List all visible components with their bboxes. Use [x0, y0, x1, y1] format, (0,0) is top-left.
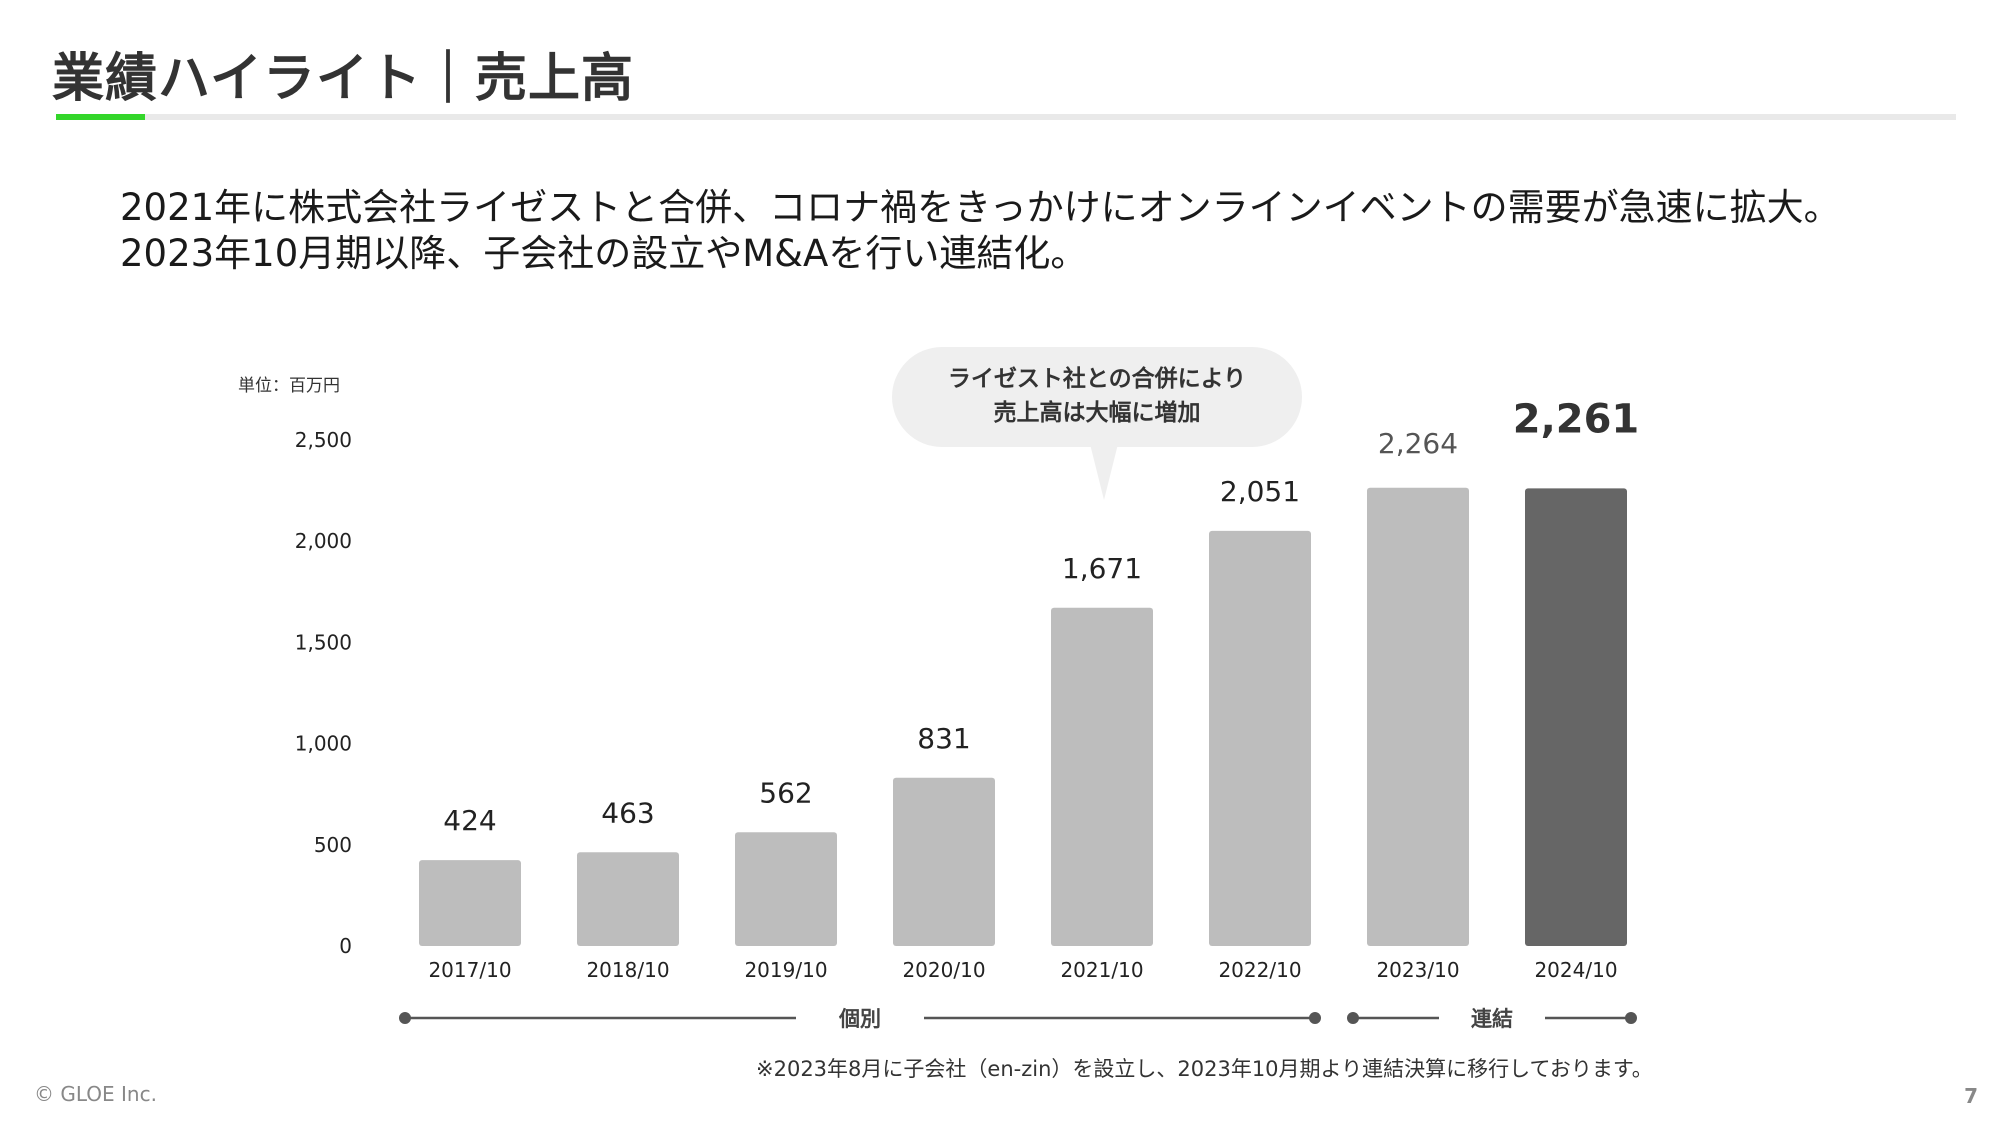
- group-endpoint: [1347, 1012, 1359, 1024]
- x-tick-label: 2017/10: [428, 958, 511, 982]
- x-tick-label: 2018/10: [586, 958, 669, 982]
- group-endpoint: [1625, 1012, 1637, 1024]
- y-tick-label: 2,500: [295, 428, 352, 452]
- bar: [1209, 530, 1311, 946]
- y-tick-label: 1,500: [295, 630, 352, 654]
- y-tick-label: 500: [314, 833, 352, 857]
- bar-value-label: 2,261: [1513, 396, 1640, 442]
- x-tick-label: 2024/10: [1534, 958, 1617, 982]
- bar-value-label: 831: [917, 722, 970, 755]
- group-label: 個別: [838, 1007, 881, 1031]
- title-accent-bar: [56, 114, 145, 120]
- y-tick-label: 0: [339, 934, 352, 958]
- bar: [419, 860, 521, 946]
- x-tick-label: 2019/10: [744, 958, 827, 982]
- callout-text-line-2: 売上高は大幅に増加: [994, 399, 1201, 426]
- bar-value-label: 463: [601, 796, 654, 829]
- bar: [1367, 487, 1469, 946]
- bar: [735, 832, 837, 946]
- x-tick-label: 2020/10: [902, 958, 985, 982]
- bar-value-label: 424: [443, 804, 496, 837]
- bar-value-label: 2,264: [1378, 427, 1458, 460]
- callout-bubble: [892, 347, 1302, 447]
- page-number: 7: [1964, 1084, 1978, 1108]
- copyright: © GLOE Inc.: [34, 1082, 157, 1106]
- x-tick-label: 2022/10: [1218, 958, 1301, 982]
- bar: [1051, 607, 1153, 946]
- lead-text: 2021年に株式会社ライゼストと合併、コロナ禍をきっかけにオンラインイベントの需…: [120, 185, 1841, 277]
- page-title: 業績ハイライト｜売上高: [52, 49, 634, 109]
- bar-value-label: 2,051: [1220, 475, 1300, 508]
- bar-value-label: 1,671: [1062, 552, 1142, 585]
- callout-text-line-1: ライゼスト社との合併により: [948, 365, 1246, 392]
- group-label: 連結: [1471, 1007, 1513, 1031]
- title-underline: [56, 114, 1956, 120]
- bar: [577, 852, 679, 946]
- bar: [1525, 488, 1627, 946]
- unit-label: 単位：百万円: [238, 376, 340, 396]
- bar-value-label: 562: [759, 776, 812, 809]
- group-endpoint: [1309, 1012, 1321, 1024]
- callout-pointer: [1090, 444, 1118, 500]
- x-tick-label: 2023/10: [1376, 958, 1459, 982]
- bar: [893, 777, 995, 946]
- footnote: ※2023年8月に子会社（en-zin）を設立し、2023年10月期より連結決算…: [756, 1057, 1653, 1081]
- x-tick-label: 2021/10: [1060, 958, 1143, 982]
- lead-line-2: 2023年10月期以降、子会社の設立やM&Aを行い連結化。: [120, 232, 1088, 275]
- y-tick-label: 2,000: [295, 529, 352, 553]
- y-tick-label: 1,000: [295, 732, 352, 756]
- group-endpoint: [399, 1012, 411, 1024]
- lead-line-1: 2021年に株式会社ライゼストと合併、コロナ禍をきっかけにオンラインイベントの需…: [120, 186, 1841, 229]
